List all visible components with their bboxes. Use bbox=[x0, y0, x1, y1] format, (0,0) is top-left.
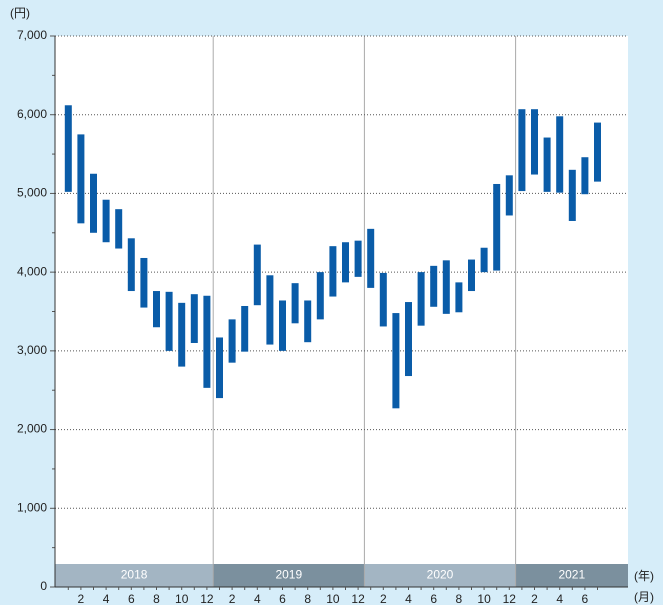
range-bar bbox=[216, 337, 223, 399]
range-bar bbox=[518, 109, 526, 192]
year-unit: (年) bbox=[634, 569, 654, 583]
range-bar bbox=[594, 122, 601, 182]
range-bar bbox=[140, 257, 148, 308]
range-bar bbox=[455, 282, 463, 313]
x-tick-label: 4 bbox=[556, 592, 563, 605]
x-tick-label: 6 bbox=[279, 592, 286, 605]
range-bar bbox=[342, 242, 349, 283]
range-bar bbox=[279, 300, 286, 351]
range-bar bbox=[392, 313, 400, 409]
range-bar bbox=[291, 283, 299, 324]
range-bar bbox=[90, 173, 97, 233]
y-tick-label: 1,000 bbox=[17, 500, 47, 514]
x-tick-label: 2 bbox=[229, 592, 236, 605]
y-tick-label: 4,000 bbox=[17, 264, 47, 278]
x-tick-label: 10 bbox=[477, 592, 491, 605]
x-tick-label: 12 bbox=[351, 592, 365, 605]
x-tick-label: 2 bbox=[78, 592, 85, 605]
y-tick-label: 5,000 bbox=[17, 186, 47, 200]
x-tick-label: 8 bbox=[304, 592, 311, 605]
range-bar bbox=[266, 275, 274, 345]
year-label: 2018 bbox=[121, 568, 148, 582]
range-bar bbox=[127, 238, 135, 292]
x-tick-label: 4 bbox=[103, 592, 110, 605]
x-tick-label: 8 bbox=[456, 592, 463, 605]
range-bar bbox=[329, 246, 337, 297]
range-bar bbox=[228, 319, 236, 363]
range-bar bbox=[531, 109, 538, 175]
x-tick-label: 8 bbox=[153, 592, 160, 605]
x-tick-label: 12 bbox=[503, 592, 517, 605]
year-label: 2021 bbox=[558, 568, 585, 582]
range-bar bbox=[165, 291, 173, 351]
range-bar bbox=[556, 116, 564, 193]
month-unit: (月) bbox=[634, 590, 654, 604]
range-bar bbox=[354, 240, 362, 277]
range-bar bbox=[253, 244, 261, 306]
x-tick-label: 10 bbox=[326, 592, 340, 605]
range-bar bbox=[468, 259, 475, 292]
range-bar bbox=[568, 169, 576, 221]
range-bar bbox=[64, 105, 72, 192]
range-bar bbox=[505, 175, 513, 216]
range-bar bbox=[115, 209, 123, 249]
x-tick-label: 4 bbox=[405, 592, 412, 605]
x-tick-label: 2 bbox=[380, 592, 387, 605]
year-label: 2019 bbox=[275, 568, 302, 582]
range-bar bbox=[442, 260, 450, 314]
x-tick-label: 6 bbox=[128, 592, 135, 605]
range-bar bbox=[493, 183, 501, 271]
range-bar bbox=[430, 265, 438, 307]
range-bar bbox=[190, 294, 198, 343]
x-tick-label: 12 bbox=[200, 592, 214, 605]
range-bar bbox=[77, 134, 85, 224]
range-bar bbox=[102, 199, 110, 243]
y-tick-label: 3,000 bbox=[17, 343, 47, 357]
y-tick-label: 6,000 bbox=[17, 107, 47, 121]
year-band bbox=[515, 564, 628, 587]
range-bar bbox=[480, 247, 488, 273]
x-tick-label: 10 bbox=[175, 592, 189, 605]
range-bar bbox=[417, 272, 425, 326]
year-band bbox=[364, 564, 516, 587]
range-bar bbox=[241, 305, 249, 352]
y-tick-label: 7,000 bbox=[17, 28, 47, 42]
range-bar bbox=[153, 291, 160, 328]
year-band bbox=[55, 564, 214, 587]
range-bar bbox=[405, 302, 412, 377]
y-unit: (円) bbox=[10, 6, 30, 20]
range-bar bbox=[379, 272, 387, 327]
range-bar bbox=[203, 295, 211, 388]
x-tick-label: 6 bbox=[430, 592, 437, 605]
x-tick-label: 6 bbox=[582, 592, 589, 605]
x-tick-label: 2 bbox=[531, 592, 538, 605]
range-bar bbox=[367, 228, 375, 288]
y-tick-label: 2,000 bbox=[17, 422, 47, 436]
range-bar bbox=[178, 302, 186, 367]
x-tick-label: 4 bbox=[254, 592, 261, 605]
range-bar bbox=[543, 137, 551, 192]
plot-area bbox=[55, 36, 628, 587]
range-bar bbox=[304, 300, 312, 343]
range-bar bbox=[581, 157, 589, 195]
year-label: 2020 bbox=[427, 568, 454, 582]
y-tick-label: 0 bbox=[40, 579, 47, 593]
range-bar bbox=[316, 272, 324, 320]
year-band bbox=[213, 564, 365, 587]
